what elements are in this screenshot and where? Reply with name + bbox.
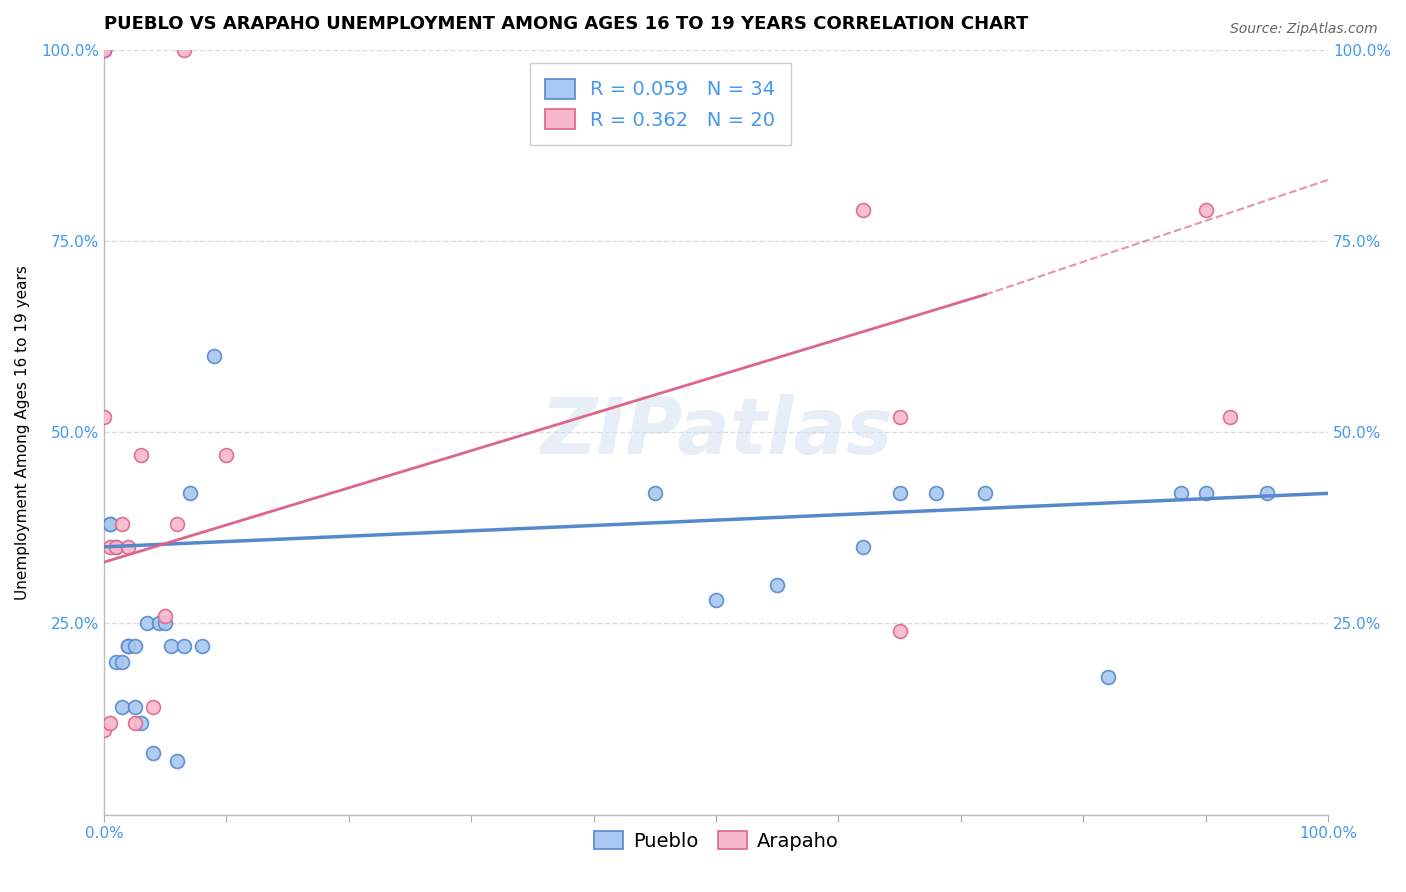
Point <box>1256 486 1278 500</box>
Point <box>1097 670 1119 684</box>
Legend: R = 0.059   N = 34, R = 0.362   N = 20: R = 0.059 N = 34, R = 0.362 N = 20 <box>530 63 790 145</box>
Point <box>142 700 165 714</box>
Point <box>111 516 134 531</box>
Point <box>166 516 188 531</box>
Point <box>173 640 195 654</box>
Point <box>124 640 146 654</box>
Point <box>889 409 911 424</box>
Point <box>98 516 121 531</box>
Point <box>889 486 911 500</box>
Point <box>111 700 134 714</box>
Text: ZIPatlas: ZIPatlas <box>540 394 893 470</box>
Point <box>93 43 115 57</box>
Y-axis label: Unemployment Among Ages 16 to 19 years: Unemployment Among Ages 16 to 19 years <box>15 265 30 599</box>
Point <box>974 486 997 500</box>
Point <box>852 203 875 218</box>
Point <box>766 578 789 592</box>
Point <box>202 349 225 363</box>
Point <box>215 448 238 462</box>
Point <box>124 715 146 730</box>
Point <box>1219 409 1241 424</box>
Point <box>129 448 152 462</box>
Point <box>98 516 121 531</box>
Point <box>173 43 195 57</box>
Point <box>117 640 139 654</box>
Point <box>1195 203 1218 218</box>
Point <box>179 486 201 500</box>
Point <box>98 715 121 730</box>
Point <box>111 655 134 669</box>
Point <box>105 655 128 669</box>
Point <box>889 624 911 638</box>
Point <box>135 616 157 631</box>
Point <box>98 540 121 554</box>
Point <box>166 754 188 768</box>
Point <box>153 608 176 623</box>
Point <box>704 593 727 607</box>
Point <box>1195 486 1218 500</box>
Text: Source: ZipAtlas.com: Source: ZipAtlas.com <box>1230 22 1378 37</box>
Point <box>117 540 139 554</box>
Point <box>142 747 165 761</box>
Point <box>93 43 115 57</box>
Point <box>1170 486 1192 500</box>
Point <box>852 540 875 554</box>
Point <box>153 616 176 631</box>
Point <box>644 486 666 500</box>
Point <box>117 640 139 654</box>
Point <box>93 43 115 57</box>
Point <box>129 715 152 730</box>
Text: PUEBLO VS ARAPAHO UNEMPLOYMENT AMONG AGES 16 TO 19 YEARS CORRELATION CHART: PUEBLO VS ARAPAHO UNEMPLOYMENT AMONG AGE… <box>104 15 1028 33</box>
Point <box>191 640 214 654</box>
Point <box>925 486 948 500</box>
Point <box>93 723 115 738</box>
Point <box>124 700 146 714</box>
Point <box>148 616 170 631</box>
Point <box>105 540 128 554</box>
Point <box>160 640 183 654</box>
Point <box>105 540 128 554</box>
Point <box>93 409 115 424</box>
